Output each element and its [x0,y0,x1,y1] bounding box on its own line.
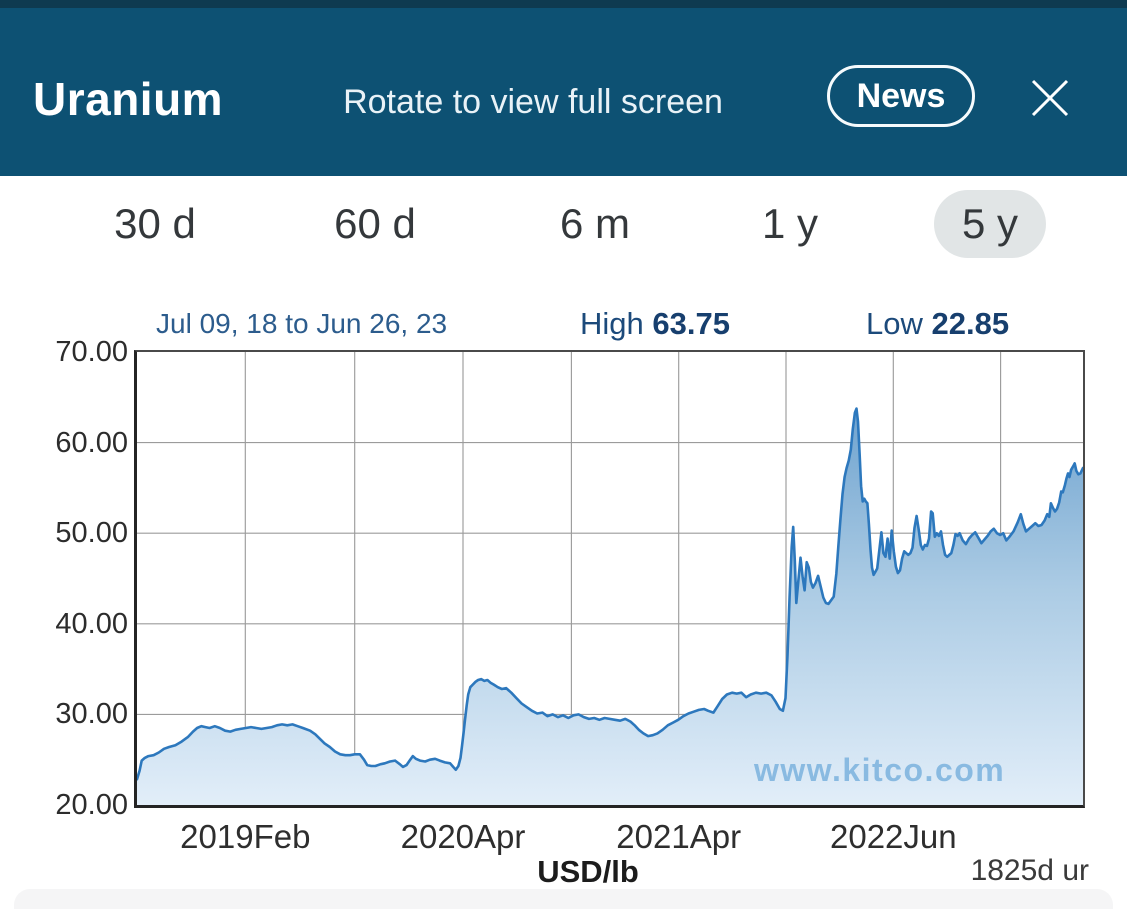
header-bar: Uranium Rotate to view full screen News [0,8,1127,176]
rotate-hint-text: Rotate to view full screen [343,83,723,121]
low-value-group: Low 22.85 [866,306,1009,342]
y-tick-40: 40.00 [55,607,128,640]
period-label: Jul 09, 18 to Jun 26, 23 [156,308,448,339]
range-5y[interactable]: 5 y [933,190,1047,258]
y-tick-50: 50.00 [55,517,128,550]
duration-label: 1825d ur [970,854,1089,887]
x-label-2022jun: 2022Jun [829,818,957,855]
x-label-2021apr: 2021Apr [616,818,742,855]
low-value: 22.85 [931,306,1010,341]
unit-label: USD/lb [537,854,639,889]
x-label-2019feb: 2019Feb [180,818,311,855]
close-button[interactable] [1026,74,1074,122]
x-label-2020apr: 2020Apr [400,818,526,855]
bottom-sheet-edge [14,889,1113,909]
y-tick-70: 70.00 [55,336,128,368]
high-value: 63.75 [652,306,730,341]
news-button-label: News [856,76,946,115]
high-label: High [580,306,644,341]
news-button[interactable]: News [827,65,975,127]
range-6m[interactable]: 6 m [532,190,658,258]
y-tick-60: 60.00 [55,426,128,459]
low-label: Low [866,306,923,341]
range-60d[interactable]: 60 d [306,190,444,258]
page-title: Uranium [33,73,224,125]
price-plot-area[interactable]: www.kitco.com [134,350,1085,808]
y-tick-30: 30.00 [55,698,128,731]
range-30d[interactable]: 30 d [86,190,224,258]
close-icon [1026,79,1074,125]
kitco-watermark: www.kitco.com [753,752,1006,788]
range-1y[interactable]: 1 y [734,190,846,258]
status-bar [0,0,1127,8]
high-value-group: High 63.75 [580,306,730,342]
y-tick-20: 20.00 [55,789,128,821]
price-chart-svg [137,352,1083,805]
